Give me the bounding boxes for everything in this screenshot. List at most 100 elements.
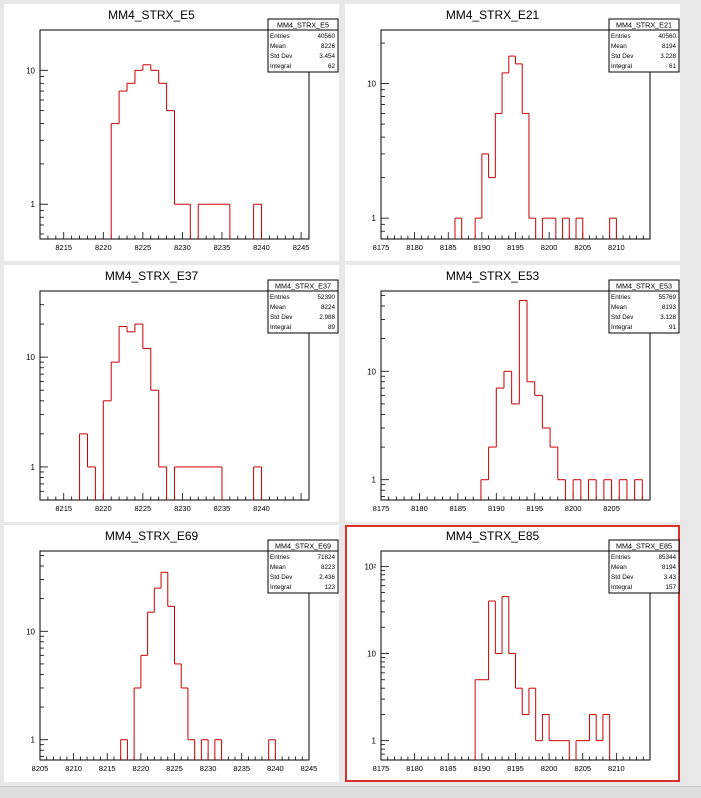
histogram-bin bbox=[200, 739, 209, 760]
histogram-title: MM4_STRX_E53 bbox=[446, 269, 540, 283]
histogram-bin bbox=[110, 123, 120, 239]
histogram-bin bbox=[503, 370, 512, 389]
stats-value: 71824 bbox=[317, 554, 335, 561]
stats-label: Std Dev bbox=[270, 53, 293, 60]
x-tick-label: 8210 bbox=[608, 243, 625, 252]
x-tick-label: 8220 bbox=[95, 504, 112, 513]
histogram-bin bbox=[575, 740, 583, 760]
stats-box: MM4_STRX_E5 Entries 40560 Mean 8226 Std Dev 3.… bbox=[267, 18, 339, 73]
histogram-bin bbox=[110, 361, 120, 401]
pad-mm4-strx-e53[interactable]: MM4_STRX_E53 8175 8180 8185 8190 8195 8200 8205… bbox=[345, 265, 680, 522]
x-tick-label: 8180 bbox=[406, 243, 423, 252]
x-tick-label: 8230 bbox=[174, 243, 191, 252]
y-tick-label: 10 bbox=[367, 367, 376, 376]
stats-value: 157 bbox=[665, 584, 676, 591]
histogram-bin bbox=[588, 713, 597, 741]
x-tick-label: 8225 bbox=[135, 504, 152, 513]
stats-value: 40560 bbox=[317, 33, 335, 40]
stats-value: 3.128 bbox=[660, 314, 676, 321]
stats-value: 55769 bbox=[658, 294, 676, 301]
stats-value: 8224 bbox=[321, 304, 336, 311]
x-tick-label: 8220 bbox=[95, 243, 112, 252]
stats-value: 3.228 bbox=[660, 53, 676, 60]
pad-mm4-strx-e37[interactable]: MM4_STRX_E37 8215 8220 8225 8230 8235 8240 1 10 M… bbox=[4, 265, 339, 522]
histogram-bin bbox=[515, 56, 523, 65]
pad-mm4-strx-e69[interactable]: MM4_STRX_E69 8205 8210 8215 8220 8225 8230 8235… bbox=[4, 525, 339, 782]
y-tick-label: 1 bbox=[31, 200, 36, 209]
histogram-bin bbox=[153, 587, 162, 613]
histogram-bin bbox=[518, 299, 528, 404]
histogram-bin bbox=[634, 479, 643, 500]
histogram-bin bbox=[515, 653, 523, 689]
stats-value: 8223 bbox=[321, 564, 336, 571]
histogram-bin bbox=[474, 217, 482, 239]
histogram-bin bbox=[253, 466, 262, 500]
pad-mm4-strx-e85[interactable]: MM4_STRX_E85 8175 8180 8185 8190 8195 8200 8205… bbox=[345, 525, 680, 782]
x-tick-label: 8190 bbox=[488, 504, 505, 513]
x-tick-label: 8195 bbox=[507, 764, 524, 773]
histogram-bin bbox=[488, 153, 496, 179]
histogram-bin bbox=[134, 69, 143, 84]
x-tick-label: 8175 bbox=[373, 504, 390, 513]
histogram-bin bbox=[541, 713, 550, 741]
stats-value: 8193 bbox=[662, 304, 677, 311]
stats-value: 2.988 bbox=[319, 314, 335, 321]
histogram-bin bbox=[102, 400, 112, 500]
y-tick-label: 1 bbox=[372, 737, 377, 746]
stats-value: 85344 bbox=[658, 554, 676, 561]
stats-value: 89 bbox=[328, 324, 336, 331]
histogram-bin bbox=[142, 324, 151, 349]
stats-label: Entries bbox=[270, 33, 290, 40]
histogram-bin bbox=[602, 713, 610, 741]
stats-label: Integral bbox=[611, 584, 632, 591]
x-tick-label: 8245 bbox=[293, 243, 310, 252]
x-tick-label: 8180 bbox=[406, 764, 423, 773]
x-tick-label: 8235 bbox=[214, 504, 231, 513]
stats-value: 3.454 bbox=[319, 53, 335, 60]
histogram-bin bbox=[454, 217, 462, 239]
stats-box: MM4_STRX_E53 Entries 55769 Mean 8193 Std Dev 3… bbox=[608, 279, 680, 334]
histogram-bin bbox=[526, 300, 535, 383]
x-tick-label: 8235 bbox=[233, 764, 250, 773]
histogram-bin bbox=[126, 82, 135, 92]
histogram-bin bbox=[521, 63, 529, 114]
histogram-svg: MM4_STRX_E53 8175 8180 8185 8190 8195 8200 8205… bbox=[367, 269, 680, 513]
stats-title: MM4_STRX_E37 bbox=[275, 282, 331, 291]
y-tick-label: 10 bbox=[367, 650, 376, 659]
x-tick-label: 8200 bbox=[565, 504, 582, 513]
x-tick-label: 8235 bbox=[214, 243, 231, 252]
histogram-bin bbox=[572, 479, 581, 500]
stats-label: Integral bbox=[611, 324, 632, 331]
x-tick-label: 8205 bbox=[574, 243, 591, 252]
histogram-bin bbox=[588, 479, 597, 500]
stats-value: 3.43 bbox=[664, 574, 677, 581]
stats-title: MM4_STRX_E5 bbox=[277, 21, 329, 30]
x-tick-label: 8230 bbox=[174, 504, 191, 513]
histogram-bin bbox=[150, 64, 159, 71]
stats-label: Mean bbox=[611, 304, 627, 311]
x-tick-label: 8195 bbox=[507, 243, 524, 252]
stats-label: Mean bbox=[611, 564, 627, 571]
histogram-bin bbox=[180, 663, 188, 689]
histogram-bin bbox=[79, 433, 88, 500]
histogram-bin bbox=[494, 112, 503, 178]
x-tick-label: 8200 bbox=[541, 243, 558, 252]
histogram-svg: MM4_STRX_E21 8175 8180 8185 8190 8195 8200 8205… bbox=[367, 8, 680, 252]
histogram-bin bbox=[160, 571, 168, 589]
histogram-bin bbox=[494, 601, 503, 655]
histogram-bin bbox=[167, 572, 175, 607]
histogram-bin bbox=[541, 217, 550, 239]
pad-mm4-strx-e21[interactable]: MM4_STRX_E21 8175 8180 8185 8190 8195 8200 8205… bbox=[345, 4, 680, 261]
x-tick-label: 8210 bbox=[608, 764, 625, 773]
histogram-bin bbox=[528, 113, 536, 219]
histogram-title: MM4_STRX_E21 bbox=[446, 8, 540, 22]
histogram-bin bbox=[174, 606, 182, 665]
histogram-bin bbox=[528, 687, 536, 715]
stats-label: Mean bbox=[611, 43, 627, 50]
histogram-bin bbox=[603, 479, 612, 500]
pad-mm4-strx-e5[interactable]: MM4_STRX_E5 8215 8220 8225 8230 8235 8240 8245 1… bbox=[4, 4, 339, 261]
histogram-bin bbox=[548, 714, 556, 742]
y-tick-label: 10 bbox=[26, 353, 35, 362]
histogram-bin bbox=[120, 739, 128, 760]
status-strip bbox=[0, 786, 701, 798]
